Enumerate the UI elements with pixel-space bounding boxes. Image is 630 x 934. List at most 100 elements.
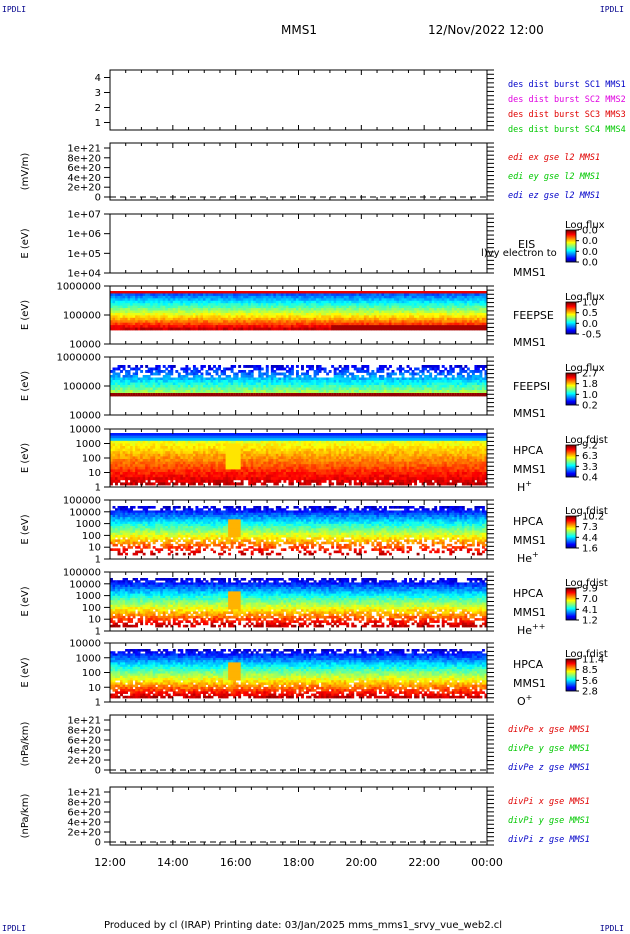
spectrogram-cell	[182, 293, 186, 297]
spectrogram-cell	[115, 393, 118, 397]
spectrogram-cell	[371, 291, 375, 294]
spectrogram-cell	[451, 390, 455, 393]
spectrogram-cell	[426, 365, 430, 368]
spectrogram-cell	[135, 291, 139, 294]
spectrogram-cell	[411, 291, 415, 294]
spectrogram-cell	[469, 291, 473, 294]
spectrogram-cell	[295, 310, 299, 314]
spectrogram-cell	[195, 320, 199, 324]
spectrogram-cell	[353, 385, 357, 388]
spectrogram-cell	[479, 310, 483, 314]
spectrogram-cell	[137, 466, 141, 470]
spectrogram-cell	[409, 315, 412, 319]
spectrogram-cell	[459, 380, 463, 383]
spectrogram-cell	[233, 327, 237, 331]
spectrogram-cell	[275, 387, 279, 391]
spectrogram-cell	[210, 293, 214, 297]
spectrogram-cell	[321, 317, 325, 321]
spectrogram-cell	[290, 298, 294, 302]
spectrogram-cell	[303, 312, 307, 316]
spectrogram-cell	[295, 325, 299, 328]
spectrogram-cell	[481, 308, 485, 311]
spectrogram-cell	[313, 380, 317, 383]
spectrogram-cell	[308, 303, 312, 307]
spectrogram-cell	[419, 317, 423, 321]
spectrogram-cell	[383, 390, 387, 393]
spectrogram-cell	[225, 387, 229, 391]
spectrogram-cell	[404, 312, 407, 316]
spectrogram-cell	[137, 317, 141, 321]
spectrogram-cell	[208, 308, 211, 311]
spectrogram-cell	[185, 312, 189, 316]
spectrogram-cell	[192, 377, 196, 381]
spectrogram-cell	[233, 385, 237, 388]
spectrogram-cell	[132, 375, 136, 378]
spectrogram-cell	[348, 298, 352, 302]
spectrogram-cell	[283, 320, 287, 324]
spectrogram-cell	[426, 317, 430, 321]
spectrogram-cell	[456, 390, 460, 393]
spectrogram-cell	[451, 367, 455, 371]
spectrogram-cell	[135, 377, 139, 381]
spectrogram-cell	[275, 382, 279, 386]
spectrogram-cell	[218, 317, 221, 321]
spectrogram-cell	[301, 317, 304, 321]
spectrogram-cell	[250, 298, 254, 302]
spectrogram-cell	[409, 393, 412, 397]
spectrogram-cell	[135, 308, 139, 311]
spectrogram-cell	[436, 300, 440, 304]
spectrogram-cell	[338, 365, 342, 368]
spectrogram-cell	[343, 372, 347, 376]
spectrogram-cell	[446, 382, 450, 386]
spectrogram-cell	[411, 372, 415, 376]
spectrogram-cell	[459, 327, 463, 331]
spectrogram-cell	[409, 382, 412, 386]
spectrogram-cell	[376, 387, 380, 391]
spectrogram-cell	[461, 377, 465, 381]
spectrogram-cell	[127, 451, 131, 455]
spectrogram-cell	[306, 375, 309, 378]
spectrogram-cell	[285, 380, 289, 383]
spectrogram-cell	[439, 293, 443, 297]
spectrogram-cell	[182, 291, 186, 294]
spectrogram-cell	[122, 305, 126, 309]
spectrogram-cell	[386, 387, 390, 391]
spectrogram-cell	[213, 317, 216, 321]
spectrogram-cell	[147, 375, 151, 378]
spectrogram-cell	[132, 472, 136, 475]
spectrogram-cell	[391, 322, 395, 326]
spectrogram-cell	[137, 393, 141, 397]
spectrogram-cell	[142, 295, 146, 299]
spectrogram-cell	[218, 365, 221, 368]
spectrogram-cell	[127, 472, 131, 475]
spectrogram-cell	[343, 300, 347, 304]
spectrogram-cell	[421, 293, 425, 297]
spectrogram-cell	[290, 393, 294, 397]
spectrogram-cell	[434, 380, 438, 383]
spectrogram-cell	[112, 385, 116, 388]
spectrogram-cell	[401, 293, 405, 297]
spectrogram-cell	[338, 320, 342, 324]
spectrogram-cell	[280, 380, 284, 383]
spectrogram-cell	[441, 393, 445, 397]
spectrogram-cell	[411, 305, 415, 309]
spectrogram-cell	[280, 377, 284, 381]
spectrogram-cell	[321, 310, 325, 314]
spectrogram-cell	[376, 291, 380, 294]
spectrogram-cell	[110, 448, 113, 452]
spectrogram-cell	[260, 393, 264, 397]
spectrogram-cell	[135, 443, 139, 447]
spectrogram-cell	[348, 322, 352, 326]
spectrogram-cell	[346, 365, 350, 368]
spectrogram-cell	[230, 390, 234, 393]
spectrogram-cell	[295, 305, 299, 309]
spectrogram-cell	[449, 327, 453, 331]
spectrogram-cell	[233, 300, 237, 304]
spectrogram-cell	[115, 438, 118, 442]
spectrogram-cell	[484, 382, 488, 386]
spectrogram-cell	[137, 305, 141, 309]
spectrogram-cell	[298, 317, 302, 321]
legend-item: des dist burst SC3 MMS3	[508, 110, 626, 120]
spectrogram-cell	[280, 293, 284, 297]
spectrogram-cell	[464, 317, 468, 321]
